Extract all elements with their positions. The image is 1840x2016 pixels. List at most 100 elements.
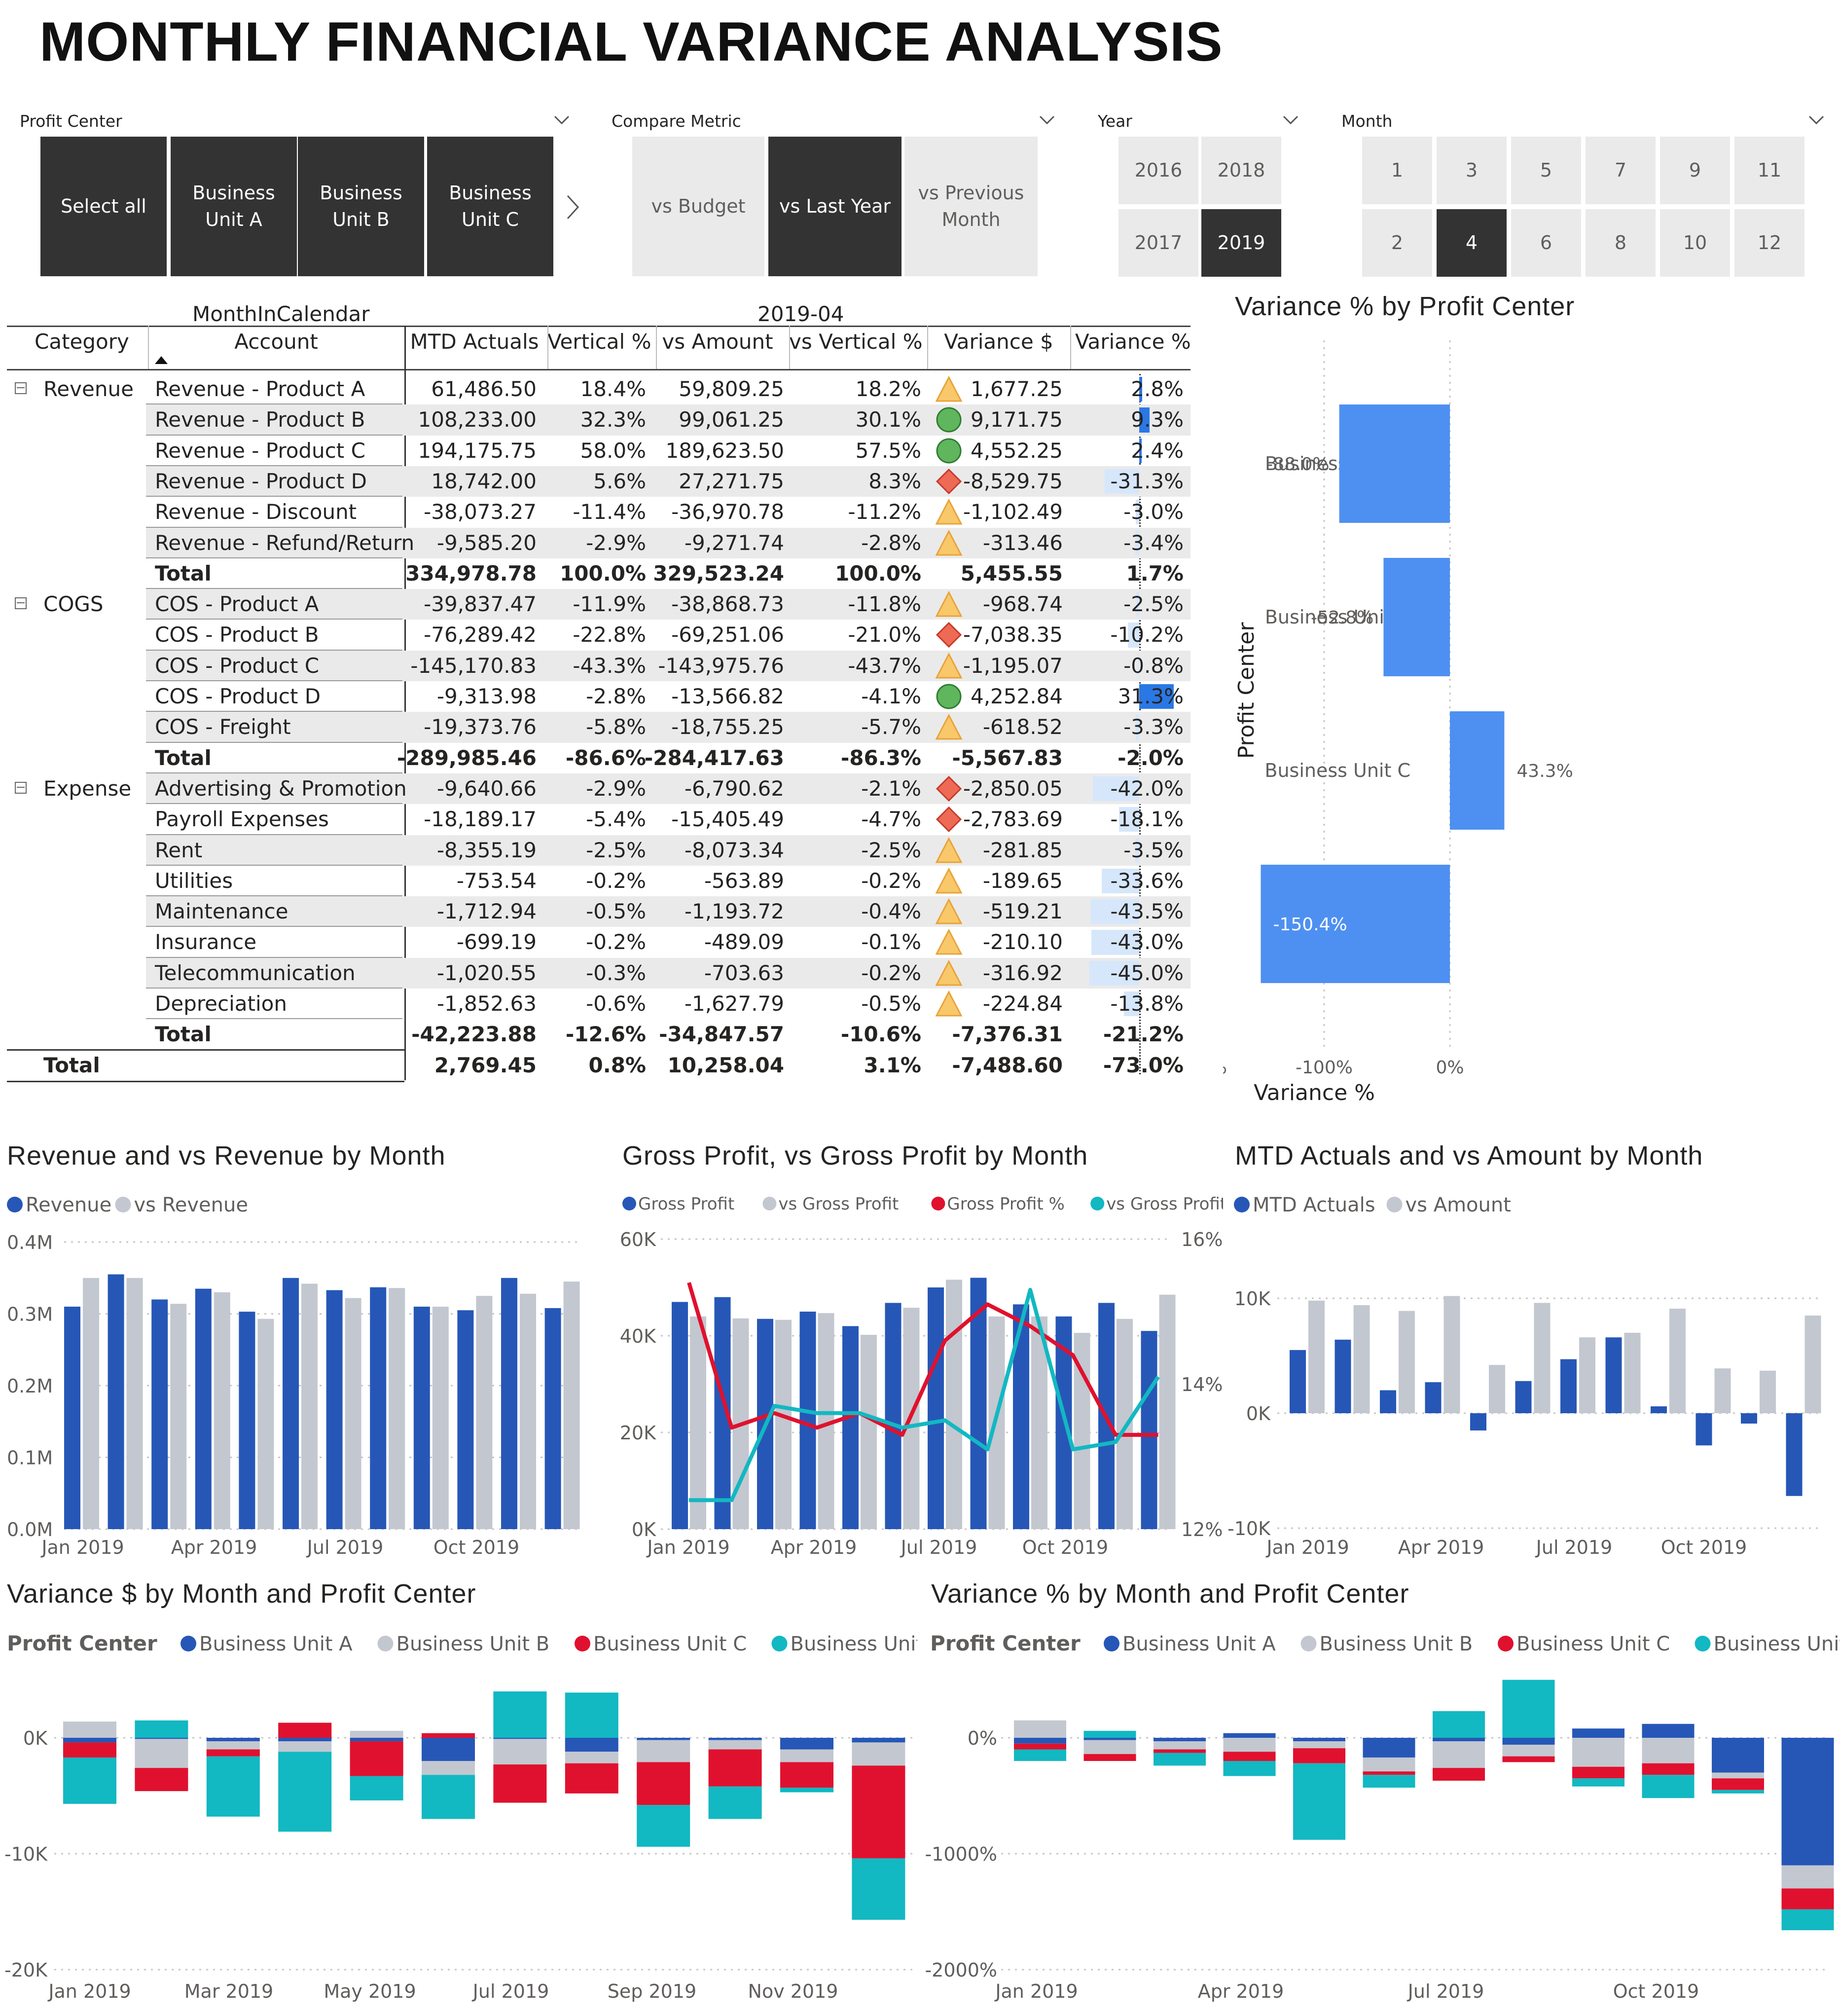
legend-marker	[1300, 1636, 1317, 1651]
bar-business-unit-c	[1450, 711, 1505, 830]
month-2[interactable]: 2	[1362, 209, 1432, 277]
cell-mtd: -76,289.42	[424, 623, 537, 647]
column-header[interactable]: Account	[234, 330, 318, 354]
table-row[interactable]	[146, 773, 1191, 805]
table-row[interactable]	[146, 589, 1191, 620]
category-label: Business Unit C	[1264, 760, 1410, 781]
column-header[interactable]: vs Vertical %	[789, 330, 923, 354]
table-row[interactable]	[146, 835, 1191, 866]
account-cell: COS - Product D	[155, 684, 321, 708]
month-1[interactable]: 1	[1362, 137, 1432, 204]
data-label: -52.8%	[1311, 608, 1373, 628]
month-8[interactable]: 8	[1586, 209, 1656, 277]
slicer-business-unit-c[interactable]: Business Unit C	[427, 137, 553, 276]
bar-mtd-actuals	[1741, 1413, 1757, 1424]
slicer-vs-last-year[interactable]: vs Last Year	[768, 137, 902, 276]
month-in-calendar-header: MonthInCalendar	[192, 302, 370, 326]
chevron-right-icon[interactable]	[565, 194, 580, 220]
collapse-icon[interactable]	[15, 597, 27, 610]
month-5[interactable]: 5	[1511, 137, 1581, 204]
bar-mtd-actuals	[1380, 1390, 1396, 1413]
cell-vsa: -6,790.62	[684, 776, 784, 801]
column-header[interactable]: Variance $	[944, 330, 1053, 354]
cell-var: -2,783.69	[963, 807, 1063, 832]
cell-mtd: -9,313.98	[436, 684, 537, 708]
year-2018[interactable]: 2018	[1201, 137, 1281, 204]
cell-vp: -11.4%	[573, 500, 646, 524]
account-cell: Total	[155, 1022, 212, 1047]
collapse-icon[interactable]	[15, 781, 27, 794]
month-11[interactable]: 11	[1734, 137, 1804, 204]
page-title: MONTHLY FINANCIAL VARIANCE ANALYSIS	[39, 11, 1223, 73]
cell-vp: -86.6%	[565, 745, 646, 770]
bar-segment-business-unit-c	[1572, 1766, 1624, 1779]
table-row[interactable]	[146, 957, 1191, 989]
month-6[interactable]: 6	[1511, 209, 1581, 277]
bar-vs-gross-profit	[1159, 1294, 1176, 1529]
bar-vs-amount	[1489, 1365, 1505, 1413]
bar-segment-business-unit-d	[1712, 1790, 1764, 1794]
year-2016[interactable]: 2016	[1118, 137, 1198, 204]
diamond-shape	[936, 622, 962, 648]
column-header[interactable]: Variance %	[1075, 330, 1191, 354]
column-header[interactable]: MTD Actuals	[410, 330, 539, 354]
slicer-business-unit-a[interactable]: Business Unit A	[171, 137, 297, 276]
cell-vsv: -0.1%	[861, 930, 921, 954]
slicer-vs-previous-month[interactable]: vs Previous Month	[904, 137, 1038, 276]
bar-business-unit-b	[1383, 558, 1450, 676]
bar-segment-business-unit-a	[1642, 1723, 1695, 1738]
bar-segment-business-unit-b	[565, 1752, 618, 1763]
cell-vp: 100.0%	[560, 561, 646, 586]
x-tick-label: Jan 2019	[646, 1537, 729, 1558]
table-row[interactable]	[146, 650, 1191, 681]
chevron-down-icon[interactable]	[1808, 114, 1825, 125]
bar-mtd-actuals	[1560, 1359, 1577, 1413]
month-3[interactable]: 3	[1437, 137, 1507, 204]
chevron-down-icon[interactable]	[1282, 114, 1299, 125]
year-2019[interactable]: 2019	[1201, 209, 1281, 277]
cell-mtd: -39,837.47	[424, 592, 537, 617]
x-tick-label: Jan 2019	[994, 1980, 1078, 2002]
month-7[interactable]: 7	[1586, 137, 1656, 204]
table-row[interactable]	[146, 896, 1191, 927]
month-12[interactable]: 12	[1734, 209, 1804, 277]
month-4[interactable]: 4	[1437, 209, 1507, 277]
slicer-select-all[interactable]: Select all	[40, 137, 167, 276]
bar-segment-business-unit-d	[1642, 1775, 1695, 1798]
y-tick-label: 0.2M	[7, 1375, 53, 1397]
cell-vsa: -15,405.49	[671, 807, 784, 832]
row-border	[146, 741, 402, 743]
cell-vsv: -43.7%	[848, 653, 921, 678]
column-header[interactable]: vs Amount	[662, 330, 773, 354]
cell-vp: -12.6%	[565, 1022, 646, 1047]
bar-segment-business-unit-c	[1293, 1748, 1345, 1763]
x-tick-label: Jul 2019	[306, 1537, 384, 1558]
collapse-icon[interactable]	[15, 382, 27, 394]
month-10[interactable]: 10	[1660, 209, 1730, 277]
revenue-chart-title: Revenue and vs Revenue by Month	[7, 1141, 446, 1171]
legend-item: Business Unit A	[199, 1633, 353, 1655]
slicer-vs-budget[interactable]: vs Budget	[632, 137, 764, 276]
table-row[interactable]	[146, 466, 1191, 497]
chevron-down-icon[interactable]	[553, 114, 570, 125]
table-row[interactable]	[146, 712, 1191, 743]
column-header[interactable]: Category	[35, 330, 129, 354]
table-row[interactable]	[146, 527, 1191, 558]
cell-varp: 2.4%	[1131, 438, 1184, 463]
month-9[interactable]: 9	[1660, 137, 1730, 204]
warning-triangle-icon	[935, 867, 963, 894]
sort-ascending-icon[interactable]	[155, 356, 168, 364]
table-row[interactable]	[146, 404, 1191, 436]
cell-varp: -3.0%	[1123, 500, 1184, 524]
bar-mtd-actuals	[1605, 1337, 1622, 1413]
y-tick-label: 10K	[1234, 1288, 1271, 1310]
year-2017[interactable]: 2017	[1118, 209, 1198, 277]
green-circle-icon	[936, 438, 962, 464]
month-slicer-label: Month	[1341, 111, 1393, 131]
y-tick-label: 0K	[1246, 1403, 1271, 1425]
slicer-business-unit-b[interactable]: Business Unit B	[298, 137, 424, 276]
chevron-down-icon[interactable]	[1039, 114, 1055, 125]
x-tick-label: Apr 2019	[1198, 1980, 1284, 2002]
column-header[interactable]: Vertical %	[547, 330, 651, 354]
bar-segment-business-unit-a	[1572, 1728, 1624, 1738]
